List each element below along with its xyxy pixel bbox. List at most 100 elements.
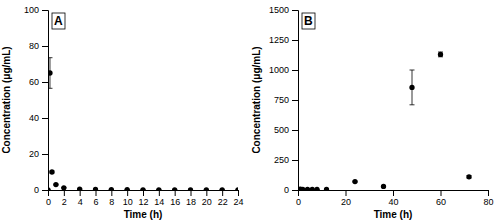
tick: 80 <box>483 190 493 207</box>
tick-label: 10 <box>123 197 133 207</box>
tick-label: 4 <box>78 197 83 207</box>
tick-mark <box>96 190 97 196</box>
tick-mark <box>292 160 298 161</box>
panel: 024681012141618202224020406080100Time (h… <box>1 5 244 220</box>
panel-label: B <box>302 13 315 29</box>
tick-mark <box>292 70 298 71</box>
tick-mark <box>238 190 239 196</box>
point <box>381 184 386 189</box>
tick-label: 16 <box>170 197 180 207</box>
tick-mark <box>292 190 298 191</box>
tick-mark <box>191 190 192 196</box>
tick-label: 8 <box>109 197 114 207</box>
tick-label: 2 <box>62 197 67 207</box>
panel-label-text: A <box>54 14 63 28</box>
tick: 500 <box>274 125 298 135</box>
error-bar <box>48 58 52 89</box>
tick-label: 250 <box>274 155 289 165</box>
tick-label: 1250 <box>269 35 289 45</box>
tick-mark <box>127 190 128 196</box>
marks <box>298 52 472 190</box>
tick-mark <box>488 190 489 196</box>
tick-mark <box>111 190 112 196</box>
tick-mark <box>206 190 207 196</box>
panel-label-box <box>302 13 315 29</box>
tick-label: 24 <box>233 197 243 207</box>
x-axis: 024681012141618202224 <box>46 190 244 207</box>
panel-label-text: B <box>304 14 313 28</box>
point <box>53 182 58 187</box>
tick: 18 <box>186 190 196 207</box>
tick: 0 <box>34 185 48 195</box>
point <box>438 52 443 57</box>
tick-mark <box>42 82 48 83</box>
tick-label: 0 <box>46 197 51 207</box>
chart: 024681012141618202224020406080100Time (h… <box>0 0 500 222</box>
error-bar-cap <box>410 104 415 105</box>
axis-line <box>299 191 489 197</box>
tick-label: 18 <box>186 197 196 207</box>
tick-label: 1500 <box>269 5 289 15</box>
point <box>300 187 305 190</box>
tick-mark <box>292 40 298 41</box>
point <box>49 169 54 174</box>
point <box>77 186 82 190</box>
tick: 1000 <box>269 65 298 75</box>
axis-line <box>42 11 49 191</box>
point <box>466 174 471 179</box>
tick: 750 <box>274 95 298 105</box>
y-axis-title: Concentration (μg/mL) <box>251 46 262 153</box>
panel: 0204060800250500750100012501500Time (h)C… <box>251 5 494 220</box>
tick-label: 0 <box>34 185 39 195</box>
tick-label: 80 <box>29 41 39 51</box>
point <box>140 187 145 190</box>
marks <box>48 58 238 190</box>
point <box>172 187 177 190</box>
tick: 0 <box>46 190 51 207</box>
tick: 22 <box>218 190 228 207</box>
tick-mark <box>159 190 160 196</box>
point <box>204 187 209 190</box>
tick: 10 <box>123 190 133 207</box>
tick-label: 20 <box>202 197 212 207</box>
tick-mark <box>42 10 48 11</box>
tick-label: 0 <box>296 197 301 207</box>
point <box>61 185 66 190</box>
tick-mark <box>292 10 298 11</box>
point <box>220 187 225 190</box>
error-bar <box>410 70 415 105</box>
tick-label: 22 <box>218 197 228 207</box>
point <box>235 187 238 190</box>
tick-mark <box>175 190 176 196</box>
point <box>109 187 114 190</box>
point <box>125 187 130 190</box>
tick: 100 <box>24 5 48 15</box>
point <box>48 187 51 190</box>
tick: 2 <box>62 190 67 207</box>
x-axis: 020406080 <box>296 190 494 207</box>
tick: 0 <box>284 185 298 195</box>
tick: 20 <box>29 149 48 159</box>
y-axis: 0 250 500 750 1000 1250 1500 <box>269 5 299 195</box>
tick: 40 <box>29 113 48 123</box>
error-bar-cap <box>48 57 52 58</box>
tick: 16 <box>170 190 180 207</box>
panel-label: A <box>52 13 65 29</box>
tick: 1500 <box>269 5 298 15</box>
point <box>188 187 193 190</box>
tick-label: 20 <box>29 149 39 159</box>
tick-mark <box>64 190 65 196</box>
tick-label: 12 <box>138 197 148 207</box>
tick-mark <box>292 100 298 101</box>
tick-mark <box>292 130 298 131</box>
tick-label: 100 <box>24 5 39 15</box>
point <box>156 187 161 190</box>
axis-line <box>292 11 299 191</box>
tick-mark <box>42 190 48 191</box>
x-axis-title: Time (h) <box>124 209 163 220</box>
tick-label: 6 <box>93 197 98 207</box>
tick-mark <box>222 190 223 196</box>
point <box>409 85 414 90</box>
tick-label: 14 <box>154 197 164 207</box>
point <box>324 187 329 190</box>
